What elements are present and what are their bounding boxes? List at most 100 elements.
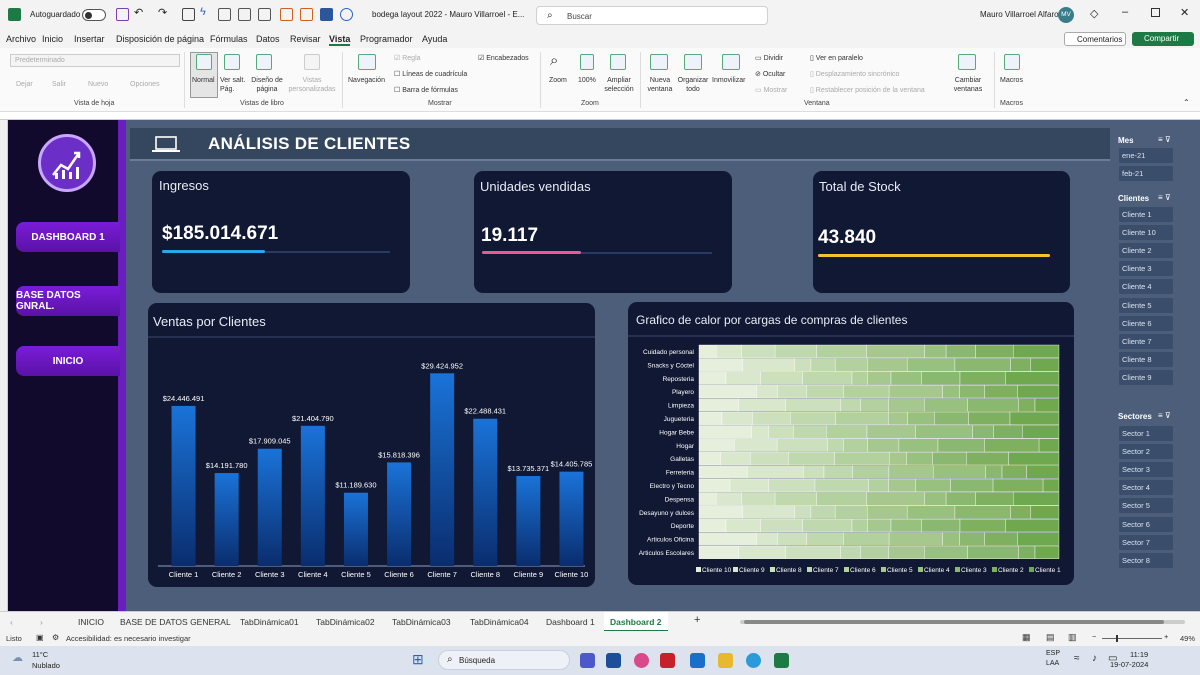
teams-icon[interactable] <box>580 653 595 668</box>
pivot-icon[interactable] <box>300 8 313 21</box>
menu-vista[interactable]: Vista <box>329 34 351 46</box>
new-view-button[interactable]: Nuevo <box>88 81 109 88</box>
zoom-level[interactable]: 49% <box>1180 634 1196 643</box>
zoom-slider[interactable] <box>1102 635 1162 642</box>
headings-checkbox[interactable]: ☑ Encabezados <box>478 55 529 62</box>
normal-view-icon[interactable]: ▦ <box>1022 632 1031 642</box>
slicer-item-clientes[interactable]: Cliente 8 <box>1119 351 1173 367</box>
lang-1[interactable]: ESP <box>1046 650 1061 657</box>
add-sheet-icon[interactable]: + <box>694 614 701 626</box>
slicer-item-sectores[interactable]: Sector 8 <box>1119 552 1173 568</box>
excel-taskbar-icon[interactable] <box>774 653 789 668</box>
page-layout-label[interactable]: Diseño de página <box>251 77 283 93</box>
flash-icon[interactable]: ϟ <box>200 6 206 18</box>
lang-2[interactable]: LAA <box>1046 660 1060 667</box>
custom-views-icon[interactable] <box>304 54 320 70</box>
page-layout-icon[interactable]: ▤ <box>1046 632 1055 642</box>
wifi-icon[interactable]: ≈ <box>1074 653 1080 664</box>
slicer-item-sectores[interactable]: Sector 4 <box>1119 480 1173 496</box>
show-button[interactable]: ▭ Mostrar <box>755 87 788 94</box>
word-icon[interactable] <box>320 8 333 21</box>
new-window-icon[interactable] <box>650 54 668 70</box>
weather-icon[interactable]: ☁ <box>12 652 23 664</box>
menu-disposicion[interactable]: Disposición de página <box>116 34 205 44</box>
windows-start-icon[interactable]: ⊞ <box>412 651 424 667</box>
zoom-out-icon[interactable]: − <box>1092 632 1097 641</box>
clock-time[interactable]: 11:19 <box>1130 650 1149 659</box>
redo-icon[interactable]: ↷ <box>158 7 168 19</box>
mail-icon[interactable] <box>690 653 705 668</box>
tab-tabdinamica02[interactable]: TabDinámica02 <box>316 617 375 627</box>
zoom-in-icon[interactable]: + <box>1164 632 1169 641</box>
freeze-panes-icon[interactable] <box>722 54 740 70</box>
menu-programador[interactable]: Programador <box>360 34 413 44</box>
slicer-item-mes[interactable]: ene-21 <box>1119 148 1173 163</box>
zoom-selection-icon[interactable] <box>610 54 626 70</box>
slicer-item-clientes[interactable]: Cliente 9 <box>1119 369 1173 385</box>
preview-icon[interactable] <box>258 8 271 21</box>
accessibility-icon[interactable]: ⚙ <box>52 633 60 642</box>
sidebar-item-base-datos[interactable]: BASE DATOS GNRAL. <box>16 286 120 316</box>
slicer-item-sectores[interactable]: Sector 3 <box>1119 462 1173 478</box>
arrange-all-label[interactable]: Organizar todo <box>677 77 709 93</box>
collapse-ribbon-icon[interactable]: ⌃ <box>1183 98 1190 107</box>
zoom-selection-label[interactable]: Ampliar selección <box>604 77 634 93</box>
store-icon[interactable] <box>606 653 621 668</box>
minimize-icon[interactable]: – <box>1122 6 1129 18</box>
table-icon[interactable] <box>280 8 293 21</box>
sheet-view-dropdown[interactable]: Predeterminado <box>10 54 180 67</box>
filter-icon[interactable]: ≡ ⊽ <box>1158 193 1171 202</box>
menu-insertar[interactable]: Insertar <box>74 34 105 44</box>
page-break-label[interactable]: Ver salt. Pág. <box>220 77 246 93</box>
formula-bar-checkbox[interactable]: ☐ Barra de fórmulas <box>394 87 458 94</box>
maximize-icon[interactable] <box>1151 8 1160 17</box>
ruler-checkbox[interactable]: ☑ Regla <box>394 55 421 62</box>
clock-date[interactable]: 19-07-2024 <box>1110 660 1149 669</box>
refresh-icon[interactable] <box>340 8 353 21</box>
volume-icon[interactable]: ♪ <box>1092 653 1097 664</box>
menu-datos[interactable]: Datos <box>256 34 280 44</box>
slicer-item-mes[interactable]: feb-21 <box>1119 166 1173 182</box>
tab-tabdinamica03[interactable]: TabDinámica03 <box>392 617 451 627</box>
tab-base-datos[interactable]: BASE DE DATOS GENERAL <box>120 617 231 627</box>
share-button[interactable]: Compartir <box>1132 32 1194 46</box>
menu-ayuda[interactable]: Ayuda <box>422 34 448 44</box>
hide-button[interactable]: ⊘ Ocultar <box>755 71 786 78</box>
slicer-item-sectores[interactable]: Sector 5 <box>1119 498 1173 514</box>
status-accessibility[interactable]: Accesibilidad: es necesario investigar <box>66 634 191 643</box>
slicer-item-clientes[interactable]: Cliente 6 <box>1119 315 1173 331</box>
tab-next-icon[interactable]: › <box>40 617 43 627</box>
slicer-item-clientes[interactable]: Cliente 1 <box>1119 207 1173 222</box>
switch-windows-icon[interactable] <box>958 54 976 70</box>
navigation-label[interactable]: Navegación <box>348 77 385 84</box>
tab-dashboard-1[interactable]: Dashboard 1 <box>546 617 595 627</box>
comments-button[interactable]: Comentarios <box>1064 32 1126 46</box>
slicer-item-clientes[interactable]: Cliente 5 <box>1119 297 1173 313</box>
battery-icon[interactable]: ▭ <box>1108 653 1118 664</box>
freeze-panes-label[interactable]: Inmovilizar <box>712 77 746 84</box>
app-icon[interactable] <box>634 653 649 668</box>
slicer-item-clientes[interactable]: Cliente 3 <box>1119 261 1173 277</box>
sidebar-item-dashboard-1[interactable]: DASHBOARD 1 <box>16 222 120 252</box>
keep-button[interactable]: Dejar <box>16 81 33 88</box>
split-button[interactable]: ▭ Dividir <box>755 55 784 62</box>
filter-icon[interactable]: ≡ ⊽ <box>1158 135 1171 144</box>
filter-icon[interactable]: ≡ ⊽ <box>1158 411 1171 420</box>
taskbar-search[interactable]: ⌕ Búsqueda <box>438 650 570 670</box>
folder-icon[interactable] <box>718 653 733 668</box>
close-icon[interactable]: ✕ <box>1180 7 1190 19</box>
reset-position-button[interactable]: ▯ Restablecer posición de la ventana <box>810 87 925 94</box>
slicer-item-clientes[interactable]: Cliente 7 <box>1119 333 1173 349</box>
macros-icon[interactable] <box>1004 54 1020 70</box>
page-break-icon[interactable]: ▥ <box>1068 632 1077 642</box>
slicer-item-clientes[interactable]: Cliente 4 <box>1119 279 1173 295</box>
search-box[interactable]: ⌕ Buscar <box>536 6 768 25</box>
avatar[interactable]: MV <box>1058 7 1074 23</box>
arrange-all-icon[interactable] <box>684 54 702 70</box>
zoom-icon[interactable]: ⌕ <box>550 52 559 69</box>
tab-dashboard-2[interactable]: Dashboard 2 <box>604 612 668 632</box>
slicer-item-sectores[interactable]: Sector 1 <box>1119 426 1173 441</box>
sync-scroll-button[interactable]: ▯ Desplazamiento sincrónico <box>810 71 900 78</box>
tab-inicio[interactable]: INICIO <box>78 617 104 627</box>
menu-revisar[interactable]: Revisar <box>290 34 321 44</box>
